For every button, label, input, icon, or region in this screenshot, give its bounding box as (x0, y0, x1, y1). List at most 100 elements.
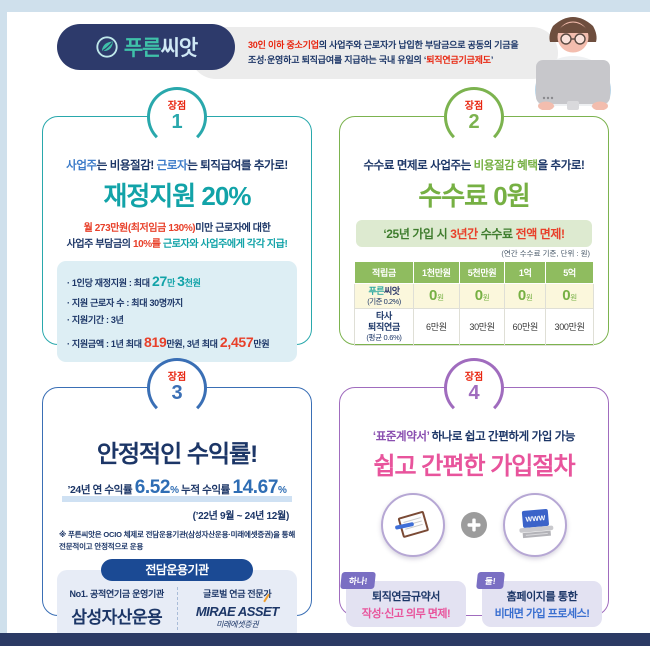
bullet-item: 1인당 재정지원 : 최대 27만 3천원 (67, 268, 287, 295)
logo-text-first: 푸른 (123, 37, 162, 60)
footnote-line2: 전문적이고 안정적으로 운용 (59, 542, 144, 551)
leaf-swirl-icon (96, 36, 118, 58)
manager-mirae-name-wrap: MIRAE ASSET (178, 593, 298, 619)
badge-number: 1 (171, 111, 183, 133)
managers-box: No1. 공적연기금 운영기관 삼성자산운용 글로벌 연금 전문가 MIRAE … (57, 570, 297, 641)
table-cell: 0원 (413, 283, 460, 309)
card-advantage-3: 장점 3 안정적인 수익률! ’24년 연 수익률 6.52% 누적 수익률 1… (42, 358, 312, 641)
others-l2: 퇴직연금 (368, 322, 400, 333)
card1-desc-red: 월 273만원(최저임금 130%) (83, 223, 196, 234)
col-header: 1천만원 (413, 261, 460, 284)
yield-period: (’22년 9월 ~ 24년 12월) (192, 511, 290, 522)
banner-red2: 전액 면제! (515, 227, 565, 241)
row-label-pureun: 푸른씨앗 (기준 0.2%) (354, 283, 414, 309)
card4-icon-row: WWW (340, 493, 608, 557)
bullet-item: 지원기간 : 3년 (67, 312, 287, 329)
card4-subtitle-rest: 하나로 쉽고 간편하게 가입 가능 (429, 431, 576, 443)
card1-subtitle: 사업주는 비용절감! 근로자는 퇴직급여를 추가로! (43, 157, 311, 173)
benefit-2-line2: 비대면 가입 프로세스! (494, 608, 590, 620)
header-line-2: 조성·운영하고 퇴직급여를 지급하는 국내 유일의 ‘퇴직연금기금제도’ (248, 53, 550, 68)
zero-value: 0 (562, 287, 571, 305)
col-header: 1억 (504, 261, 547, 284)
card3-title: 안정적인 수익률! (96, 441, 258, 468)
badge-label: 장점 (167, 101, 187, 112)
benefit-box-2: 둘! 홈페이지를 통한 비대면 가입 프로세스! (476, 572, 602, 627)
annual-yield-value: 6.52 (134, 477, 171, 498)
table-row-pureun: 푸른씨앗 (기준 0.2%) 0원 0원 0원 0원 (354, 283, 594, 309)
website-icon-circle: WWW (503, 493, 567, 557)
won-unit: 원 (570, 293, 577, 303)
header-line-2-pre: 조성·운영하고 퇴직급여를 지급하는 국내 유일의 ‘ (248, 55, 427, 65)
badge-number: 4 (468, 382, 480, 404)
table-cell: 30만원 (458, 307, 506, 346)
benefit-1-line2: 작성·신고 의무 면제! (361, 608, 451, 620)
card1-desc2-pre: 사업주 부담금의 (66, 238, 133, 250)
card4-benefit-boxes: 하나! 퇴직연금규약서 작성·신고 의무 면제! 둘! 홈페이지를 통한 비대면… (340, 572, 608, 627)
percent-sign: % (278, 485, 287, 496)
zero-value: 0 (474, 287, 483, 305)
card1-subtitle-emp1: 사업주 (66, 160, 97, 172)
card-advantage-1: 장점 1 사업주는 비용절감! 근로자는 퇴직급여를 추가로! 재정지원 20%… (42, 87, 312, 363)
person-at-computer-illustration (498, 6, 646, 115)
won-unit: 원 (525, 293, 533, 303)
b4-num2: 2,457 (219, 333, 254, 350)
percent-sign: % (170, 485, 179, 496)
benefit-box-1: 하나! 퇴직연금규약서 작성·신고 의무 면제! (340, 572, 466, 627)
manager-mirae-name-sub: 미래에셋증권 (216, 620, 259, 629)
pureun-ssiat-logo: 푸른씨앗 (57, 24, 235, 70)
manager-samsung-sub: No1. 공적연기금 운영기관 (69, 589, 165, 599)
b4-end: 만원 (253, 338, 270, 349)
won-unit: 원 (437, 293, 444, 303)
card2-subtitle-pre: 수수료 면제로 사업주는 (363, 160, 474, 172)
table-row-others: 타사 퇴직연금 (평균 0.6%) 6만원 30만원 60만원 300만원 (354, 307, 594, 346)
badge-number: 3 (171, 382, 183, 404)
card1-desc2-teal: 근로자와 사업주에게 각각 지급! (160, 238, 288, 250)
advantage-4-badge: 장점 4 (444, 358, 504, 418)
bottom-navy-bar (0, 633, 650, 646)
table-cell: 0원 (458, 283, 506, 309)
benefit-2-tag: 둘! (476, 572, 505, 589)
manager-samsung: No1. 공적연기금 운영기관 삼성자산운용 (57, 587, 177, 630)
card1-desc-rest: 미만 근로자에 대한 (195, 223, 271, 234)
b1-unit1: 만 (166, 278, 178, 288)
card4-subtitle-emp: ‘표준계약서’ (372, 431, 430, 443)
manager-mirae: 글로벌 연금 전문가 MIRAE ASSET 미래에셋증권 (176, 587, 298, 630)
b4-mid: 만원, 3년 최대 (166, 338, 220, 349)
card1-description: 월 273만원(최저임금 130%)미만 근로자에 대한 사업주 부담금의 10… (43, 221, 311, 252)
bullet-item: 지원 근로자 수 : 최대 30명까지 (67, 295, 287, 312)
managers-pill: 전담운용기관 (101, 559, 253, 581)
table-cell: 6만원 (413, 307, 460, 346)
others-sub: (평균 0.6%) (366, 333, 402, 343)
card1-subtitle-end: 는 퇴직급여를 추가로! (187, 160, 288, 172)
fee-comparison-table: 적립금 1천만원 5천만원 1억 5억 푸른씨앗 (기준 0.2%) 0원 0원 … (354, 261, 594, 346)
b1-num1: 27 (151, 273, 167, 289)
col-header: 5억 (545, 261, 594, 284)
won-unit: 원 (482, 293, 490, 303)
benefit-1-line1: 퇴직연금규약서 (371, 591, 441, 603)
card2-banner: ‘25년 가입 시 3년간 수수료 전액 면제! (356, 220, 592, 247)
www-label: WWW (525, 515, 546, 524)
card1-subtitle-emp2: 근로자 (156, 160, 188, 172)
table-cell: 0원 (504, 283, 547, 309)
cumulative-yield-value: 14.67 (232, 477, 279, 498)
manager-mirae-name: MIRAE ASSET (195, 604, 279, 619)
logo-text: 푸른씨앗 (123, 32, 198, 62)
zero-value: 0 (517, 287, 526, 305)
badge-number: 2 (468, 111, 480, 133)
bullet-item: 지원금액 : 1년 최대 819만원, 3년 최대 2,457만원 (67, 329, 287, 356)
yield-label-2: 누적 수익률 (178, 484, 233, 496)
card3-stats-line: ’24년 연 수익률 6.52% 누적 수익률 14.67% (43, 469, 311, 502)
header-line-1-rest: 의 사업주와 근로자가 납입한 부담금으로 공동의 기금을 (318, 39, 519, 50)
b1-pre: 1인당 재정지원 : 최대 (71, 278, 152, 288)
table-cell: 0원 (545, 283, 594, 309)
b1-num2: 3 (177, 273, 185, 289)
yield-label-1: ’24년 연 수익률 (67, 484, 135, 496)
badge-label: 장점 (167, 372, 187, 383)
card4-title: 쉽고 간편한 가입절차 (373, 453, 575, 480)
card2-subtitle-emp: 비용절감 혜택 (473, 160, 538, 172)
manager-samsung-name: 삼성자산운용 (71, 608, 163, 627)
brand-sub: (기준 0.2%) (367, 296, 401, 306)
header-line-1-highlight: 30인 이하 중소기업 (248, 39, 319, 50)
top-background-strip (0, 0, 650, 12)
